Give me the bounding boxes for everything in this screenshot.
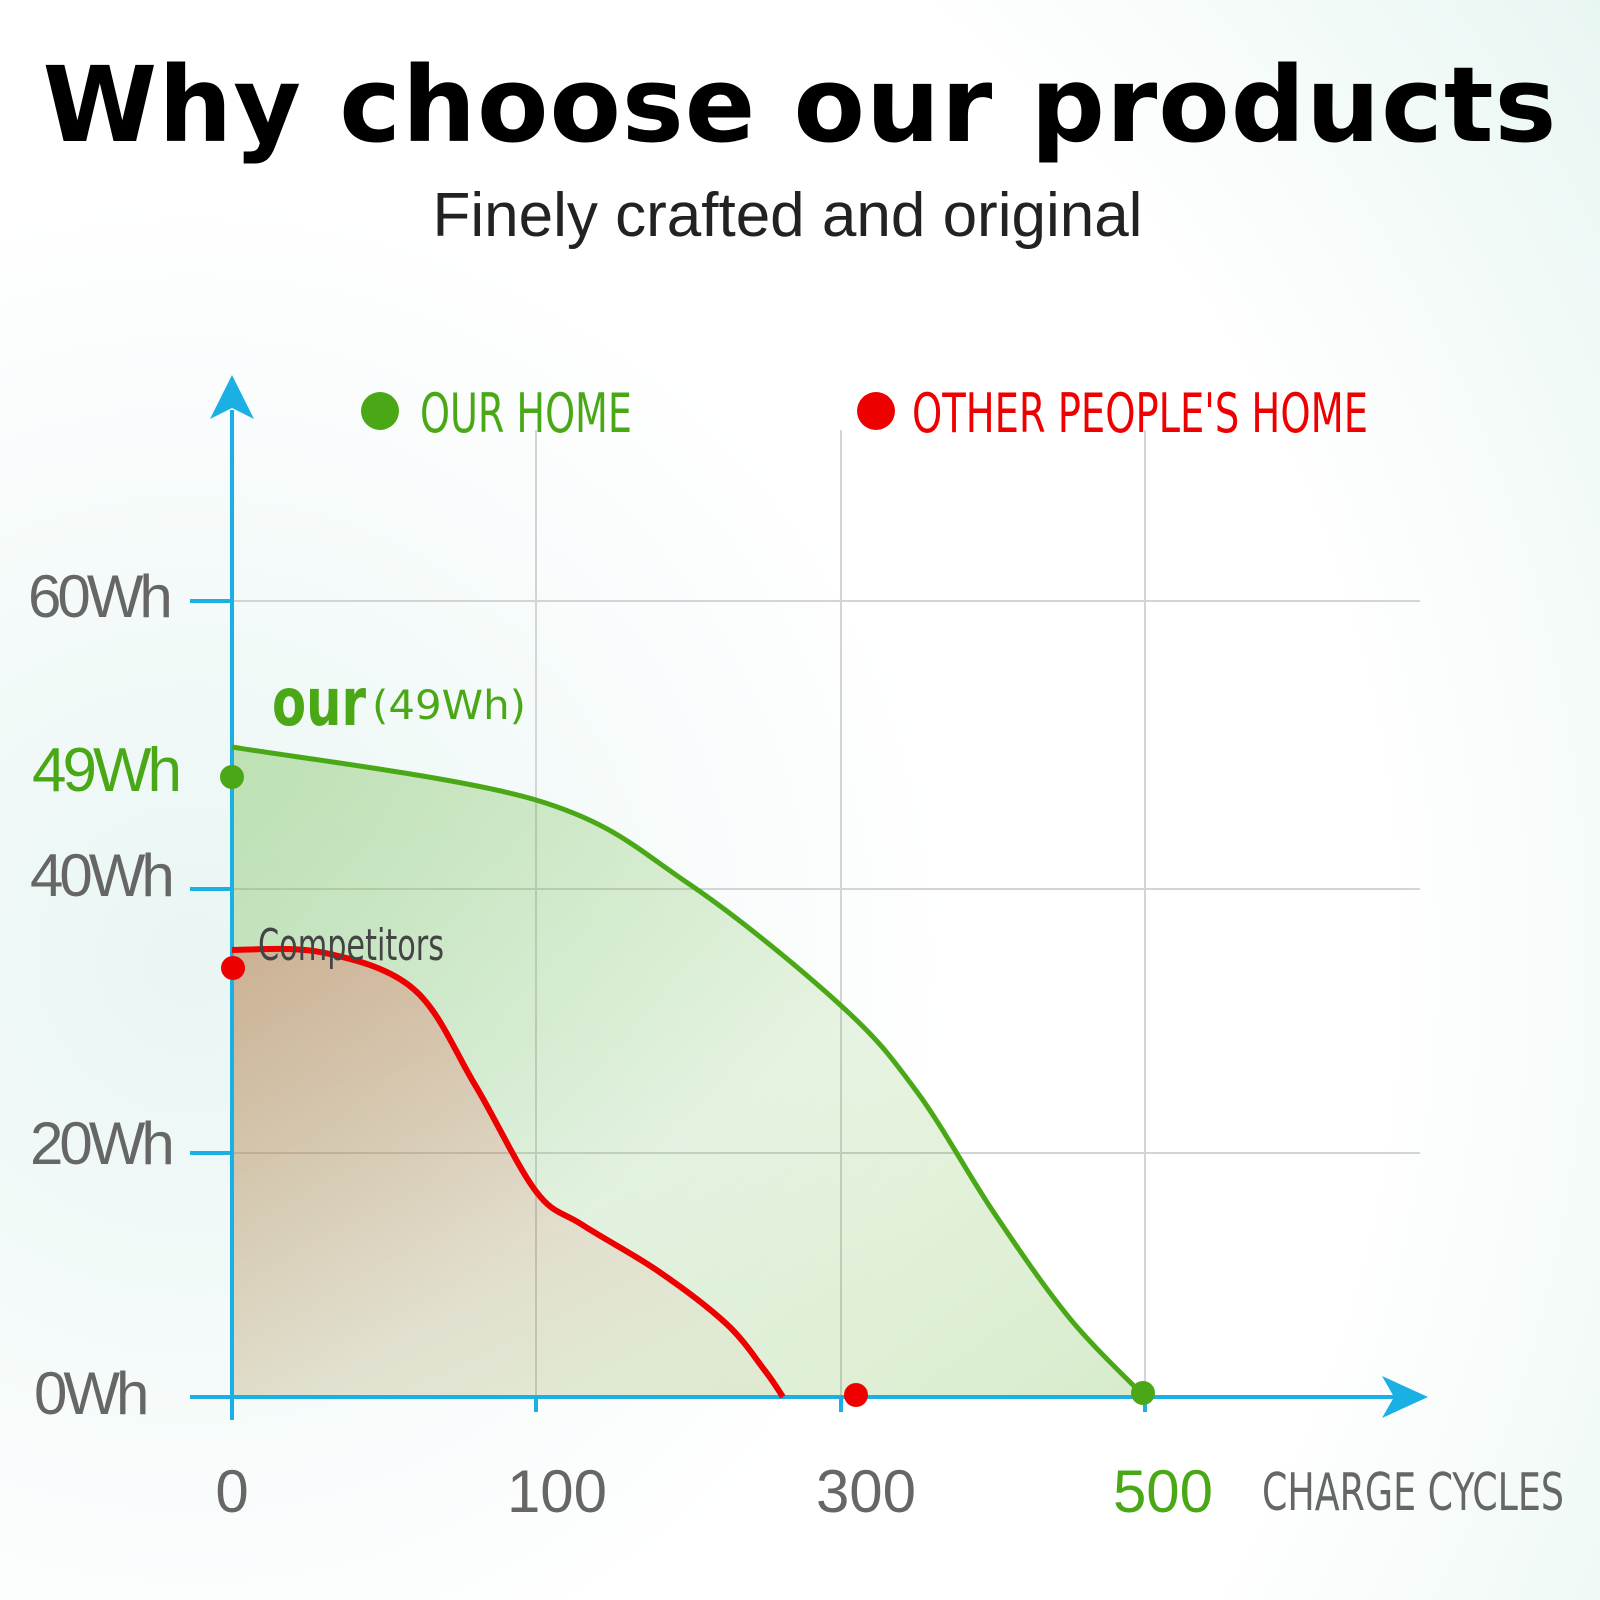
page-title: Why choose our products <box>42 44 1558 166</box>
our-series-label: our <box>272 664 367 741</box>
x-axis-arrow-icon <box>1382 1376 1428 1418</box>
x-tick-label-100: 100 <box>507 1458 607 1525</box>
y-tick-labels: 60Wh 49Wh 40Wh 20Wh 0Wh <box>28 563 182 1427</box>
our-home-start-point <box>220 765 244 789</box>
our-home-end-point <box>1131 1381 1155 1405</box>
y-tick-label-20: 20Wh <box>30 1110 171 1177</box>
legend: OUR HOME OTHER PEOPLE'S HOME <box>361 382 1368 445</box>
legend-dot-our-home <box>361 392 399 430</box>
legend-label-other: OTHER PEOPLE'S HOME <box>912 382 1368 445</box>
x-tick-labels: 0 100 300 500 <box>215 1458 1213 1525</box>
competitor-line <box>231 945 786 1399</box>
competitor-end-point <box>844 1383 868 1407</box>
legend-label-our-home: OUR HOME <box>420 382 632 445</box>
competitor-start-point <box>221 956 245 980</box>
y-tick-label-60: 60Wh <box>28 563 169 630</box>
x-tick-label-0: 0 <box>215 1458 248 1525</box>
page-subtitle: Finely crafted and original <box>432 181 1143 250</box>
axes <box>190 375 1428 1420</box>
x-tick-label-500: 500 <box>1113 1458 1213 1525</box>
competitor-area <box>232 948 783 1397</box>
y-tick-label-40: 40Wh <box>30 842 171 909</box>
our-home-line <box>231 744 1147 1399</box>
x-axis-title: CHARGE CYCLES <box>1262 1463 1564 1523</box>
x-tick-label-300: 300 <box>816 1458 916 1525</box>
competitor-series-label: Competitors <box>258 920 444 971</box>
our-series-value: (49Wh) <box>372 683 526 729</box>
y-axis-arrow-icon <box>210 375 254 419</box>
y-tick-label-49: 49Wh <box>32 736 178 805</box>
y-tick-label-0: 0Wh <box>34 1360 146 1427</box>
legend-dot-other <box>857 392 895 430</box>
